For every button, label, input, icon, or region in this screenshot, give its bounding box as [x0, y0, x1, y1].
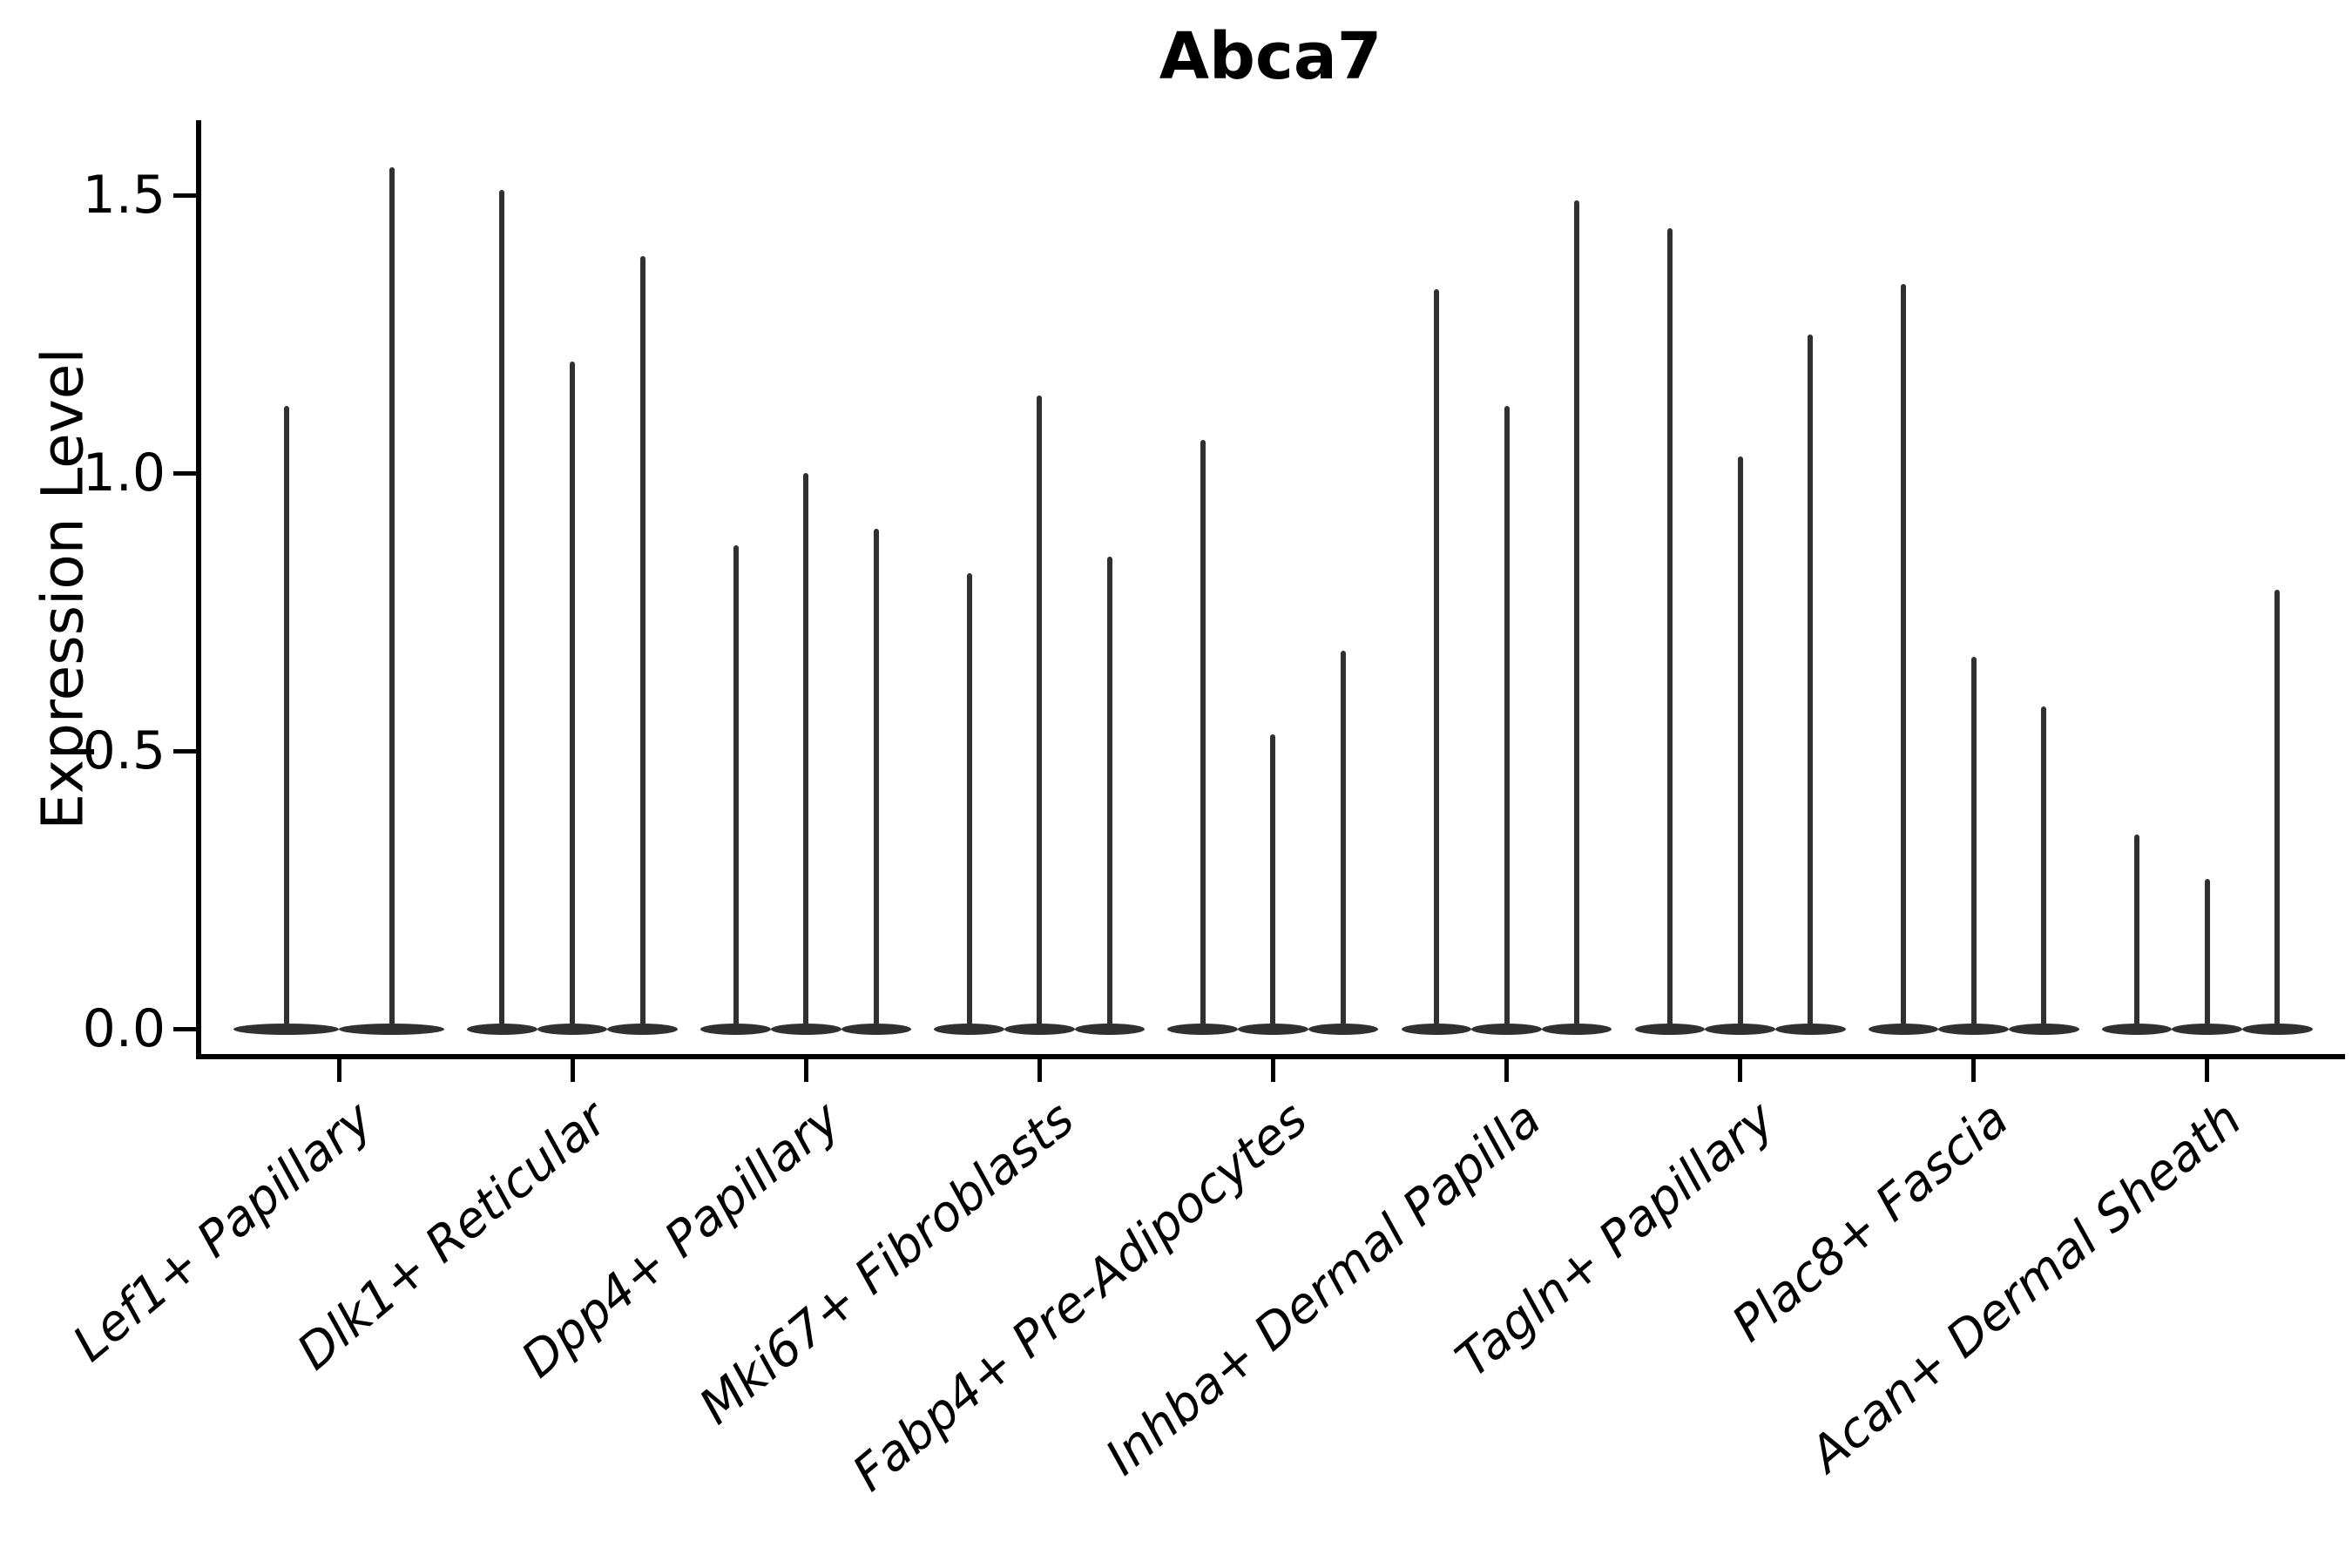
violin-spike	[733, 544, 739, 1031]
violin-spike	[570, 362, 576, 1031]
violin-spike	[2204, 878, 2210, 1031]
y-tick-label: 1.0	[82, 443, 166, 504]
violin-spike	[1106, 556, 1112, 1031]
violin-spike	[966, 572, 972, 1031]
y-tick-mark	[173, 748, 196, 754]
x-tick-mark	[1504, 1059, 1509, 1082]
x-tick-mark	[1037, 1059, 1042, 1082]
violin-spike	[2134, 834, 2140, 1031]
violin-spike	[1200, 439, 1206, 1031]
chart-title: Abca7	[1159, 19, 1382, 94]
violin-spike	[1341, 651, 1347, 1031]
x-tick-label: Acan+ Dermal Sheath	[1800, 1091, 2253, 1484]
x-axis-spine	[196, 1054, 2345, 1059]
y-tick-label: 1.5	[82, 165, 166, 226]
violin-spike	[639, 256, 645, 1031]
x-tick-mark	[803, 1059, 808, 1082]
y-tick-mark	[173, 193, 196, 198]
x-tick-label: Fabp4+ Pre-Adipocytes	[842, 1091, 1319, 1503]
x-tick-mark	[570, 1059, 575, 1082]
y-axis-spine	[196, 120, 201, 1059]
violin-spike	[1666, 228, 1673, 1031]
x-tick-mark	[336, 1059, 341, 1082]
x-tick-mark	[1270, 1059, 1275, 1082]
violin-spike	[1574, 200, 1580, 1031]
violin-spike	[803, 473, 809, 1031]
x-tick-mark	[2205, 1059, 2210, 1082]
x-tick-mark	[1738, 1059, 1743, 1082]
y-tick-label: 0.0	[82, 998, 166, 1059]
violin-spike	[499, 189, 505, 1031]
violin-spike	[1433, 289, 1439, 1031]
violin-spike	[2041, 706, 2047, 1031]
y-tick-label: 0.5	[82, 720, 166, 781]
violin-spike	[1970, 656, 1977, 1031]
violin-spike	[389, 167, 395, 1031]
violin-spike	[873, 528, 879, 1031]
violin-spike	[2274, 589, 2281, 1031]
x-tick-label: Mki67+ Fibroblasts	[688, 1091, 1085, 1436]
y-tick-mark	[173, 470, 196, 476]
x-tick-mark	[1971, 1059, 1977, 1082]
violin-spike	[1037, 395, 1043, 1031]
x-tick-label: Inhba+ Dermal Papilla	[1095, 1091, 1552, 1487]
violin-spike	[283, 406, 289, 1031]
violin-spike	[1504, 406, 1510, 1031]
violin-spike	[1901, 284, 1907, 1031]
y-tick-mark	[173, 1026, 196, 1031]
violin-spike	[1737, 456, 1743, 1031]
violin-spike	[1270, 733, 1276, 1031]
violin-spike	[1808, 334, 1814, 1031]
